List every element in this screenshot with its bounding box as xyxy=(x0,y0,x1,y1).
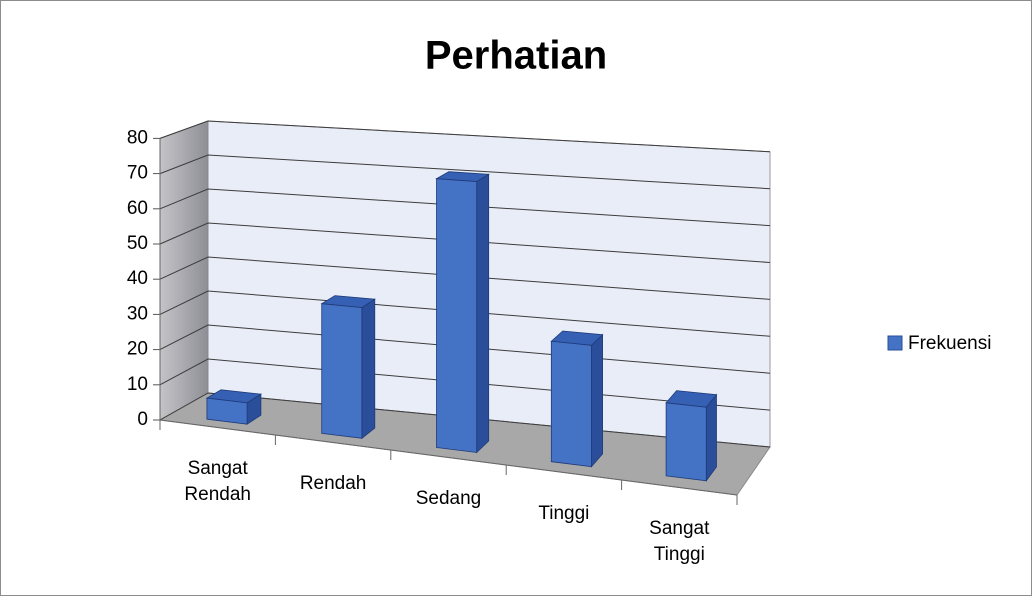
chart-title: Perhatian xyxy=(425,34,607,78)
bar-front xyxy=(321,303,363,439)
x-tick-label: Rendah xyxy=(299,472,367,494)
y-tick-label: 20 xyxy=(127,339,148,360)
x-tick-label: Sedang xyxy=(415,487,482,509)
grid-line xyxy=(159,290,771,337)
bar-side xyxy=(476,173,490,454)
x-axis xyxy=(159,419,738,496)
bar xyxy=(550,330,604,468)
grid-line xyxy=(159,222,771,263)
x-tick-label: Sangat Rendah xyxy=(184,457,251,505)
x-tick-label: Sangat Tinggi xyxy=(649,517,710,565)
bar xyxy=(205,389,263,425)
y-tick-label: 30 xyxy=(127,303,148,324)
y-tick-label: 40 xyxy=(127,268,148,289)
legend-label: Frekuensi xyxy=(908,333,991,354)
grid-line xyxy=(159,256,771,300)
y-tick-label: 50 xyxy=(127,233,148,254)
grid-line xyxy=(159,154,771,190)
y-tick-label: 0 xyxy=(137,409,148,430)
bar xyxy=(665,390,718,483)
bar-side xyxy=(361,298,376,440)
bar-front xyxy=(550,340,592,468)
y-tick-label: 70 xyxy=(127,163,148,184)
grid-line xyxy=(159,188,771,227)
bar xyxy=(320,295,376,440)
grid-line xyxy=(159,120,771,153)
bar-side xyxy=(705,393,717,483)
y-tick-label: 80 xyxy=(127,127,148,148)
legend-swatch xyxy=(887,335,903,351)
y-tick-label: 10 xyxy=(127,374,148,395)
bar-front xyxy=(206,397,248,425)
bar-side xyxy=(591,333,603,468)
side-wall xyxy=(159,120,209,421)
x-tick-label: Tinggi xyxy=(538,502,590,524)
y-tick-label: 60 xyxy=(127,198,148,219)
bar-front xyxy=(436,178,478,453)
bar-front xyxy=(665,402,707,482)
bar xyxy=(435,171,490,454)
